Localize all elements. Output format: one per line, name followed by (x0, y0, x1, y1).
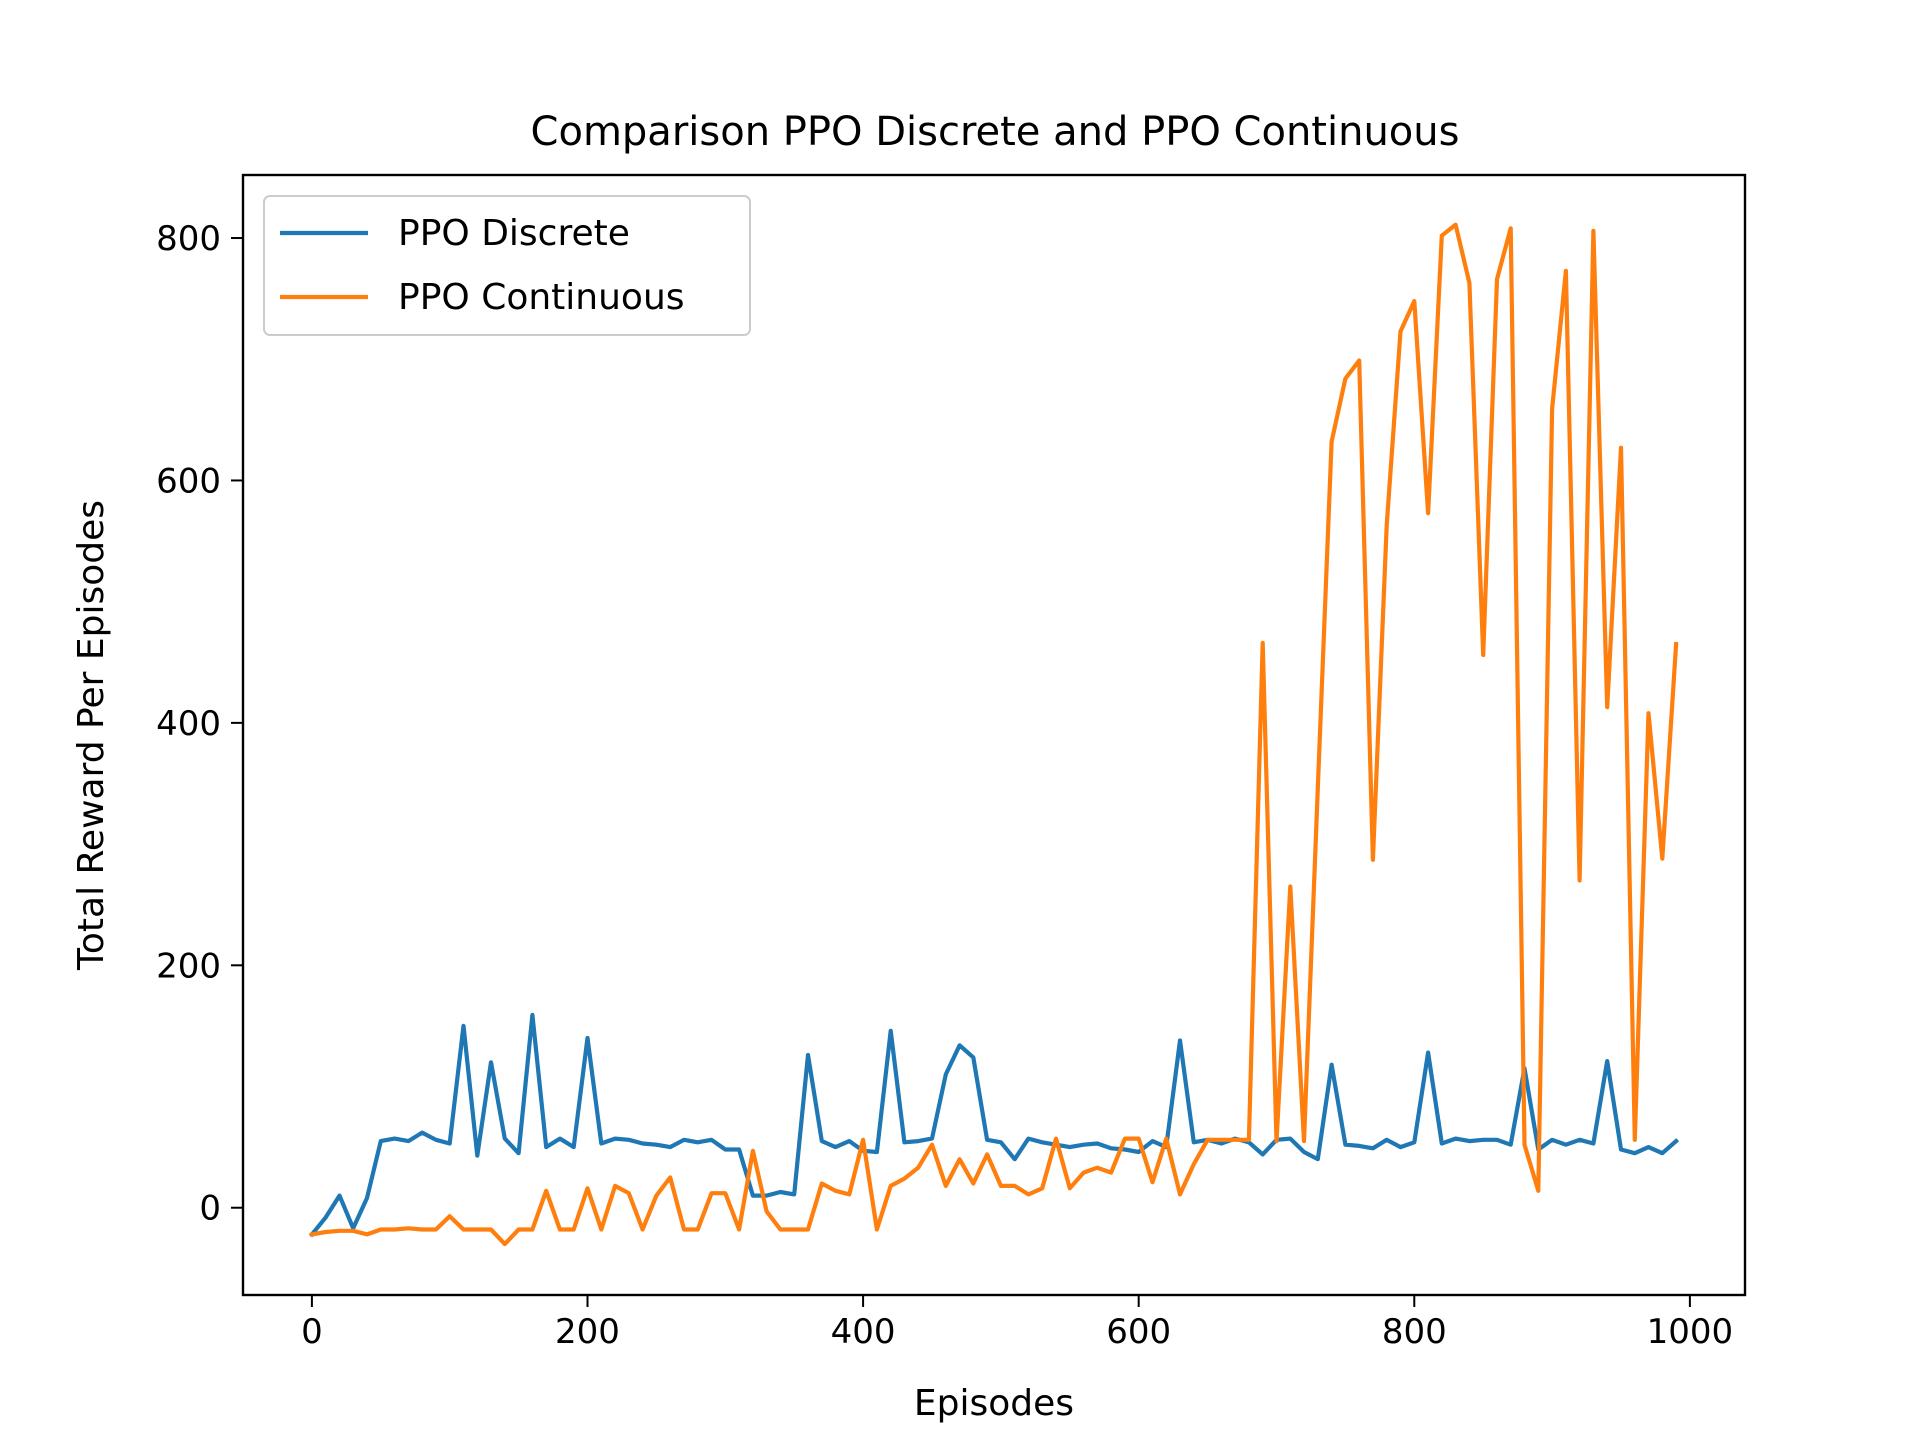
x-tick-label: 200 (555, 1312, 620, 1352)
x-tick-label: 800 (1382, 1312, 1447, 1352)
series-line-ppo-discrete (308, 1012, 1680, 1238)
y-tick-label: 600 (156, 461, 221, 501)
x-axis: 0 200 400 600 800 1000 (301, 1295, 1733, 1352)
chart-title: Comparison PPO Discrete and PPO Continuo… (531, 109, 1460, 155)
series-line-ppo-continuous (309, 222, 1679, 1247)
legend-label: PPO Continuous (398, 277, 685, 318)
y-axis: 0 200 400 600 800 (156, 219, 243, 1229)
legend: PPO Discrete PPO Continuous (263, 195, 751, 336)
y-tick-label: 0 (199, 1189, 221, 1229)
plot-frame (241, 173, 1747, 1297)
x-tick-label: 400 (831, 1312, 896, 1352)
y-axis-label: Total Reward Per Episodes (71, 500, 112, 971)
legend-box (263, 195, 751, 336)
x-tick-label: 600 (1106, 1312, 1171, 1352)
y-tick-label: 200 (156, 946, 221, 986)
x-axis-label: Episodes (914, 1383, 1074, 1424)
y-tick-label: 800 (156, 219, 221, 259)
legend-label: PPO Discrete (398, 213, 630, 254)
y-tick-label: 400 (156, 704, 221, 744)
plot-area (308, 222, 1680, 1247)
x-tick-label: 1000 (1647, 1312, 1734, 1352)
x-tick-label: 0 (301, 1312, 323, 1352)
